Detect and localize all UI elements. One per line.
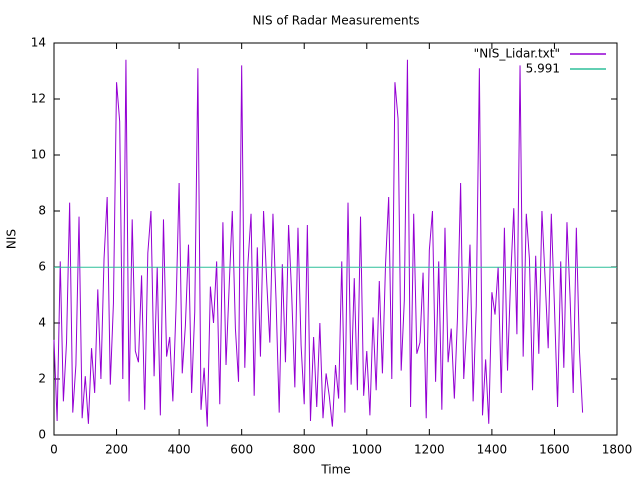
x-tick-label: 600 <box>230 443 253 457</box>
x-tick-label: 1800 <box>602 443 633 457</box>
legend-label: 5.991 <box>526 62 560 76</box>
x-tick-label: 1000 <box>352 443 383 457</box>
y-tick-label: 4 <box>38 316 46 330</box>
plot-frame <box>53 42 618 436</box>
x-tick-label: 400 <box>168 443 191 457</box>
y-axis-label: NIS <box>5 229 19 249</box>
x-tick-label: 200 <box>105 443 128 457</box>
x-tick-label: 1600 <box>539 443 570 457</box>
x-axis-label: Time <box>320 463 350 477</box>
y-tick-label: 0 <box>38 428 46 442</box>
x-tick-label: 1400 <box>477 443 508 457</box>
x-tick-label: 800 <box>293 443 316 457</box>
y-tick-label: 10 <box>31 148 46 162</box>
y-tick-label: 6 <box>38 260 46 274</box>
x-tick-label: 0 <box>50 443 58 457</box>
y-tick-label: 8 <box>38 204 46 218</box>
line-series <box>53 59 584 427</box>
y-tick-label: 14 <box>31 36 46 50</box>
y-tick-label: 2 <box>38 372 46 386</box>
legend-label: "NIS_Lidar.txt" <box>474 47 560 61</box>
x-tick-label: 1200 <box>414 443 445 457</box>
y-tick-label: 12 <box>31 92 46 106</box>
chart-title: NIS of Radar Measurements <box>252 14 419 28</box>
